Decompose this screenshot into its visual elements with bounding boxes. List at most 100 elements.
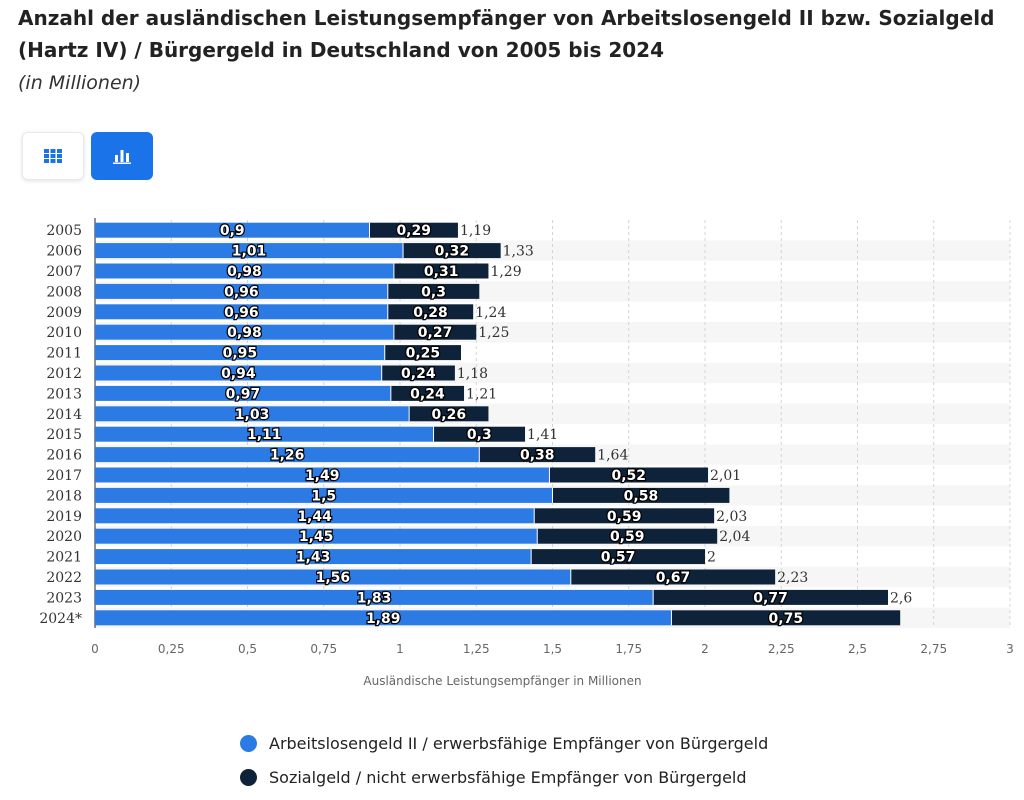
- total-label: 2,04: [719, 529, 750, 545]
- bar-series1: [95, 508, 535, 524]
- bar-series1: [95, 406, 410, 422]
- total-label: 2,23: [777, 570, 808, 586]
- bar-series2: [570, 569, 776, 585]
- total-label: 2: [707, 550, 716, 566]
- data-label-series1: 0,98: [227, 325, 262, 341]
- data-label-series2: 0,59: [610, 529, 645, 545]
- x-tick-label: 0: [91, 642, 99, 656]
- data-label-series2: 0,24: [401, 366, 436, 382]
- data-label-series1: 0,94: [221, 366, 256, 382]
- bar-series1: [95, 610, 672, 626]
- x-tick-label: 2,5: [848, 642, 867, 656]
- total-label: 2,01: [710, 468, 741, 484]
- bar-series2: [534, 508, 715, 524]
- bar-series1: [95, 549, 532, 565]
- total-label: 1,19: [460, 223, 491, 239]
- x-tick-label: 3: [1006, 642, 1014, 656]
- bar-series2: [531, 549, 705, 565]
- data-label-series1: 0,95: [223, 346, 258, 362]
- y-category-label: 2009: [46, 305, 82, 321]
- y-category-label: 2011: [46, 346, 82, 362]
- data-label-series2: 0,29: [396, 223, 431, 239]
- bar-series1: [95, 263, 394, 279]
- bar-view-button[interactable]: [91, 132, 153, 180]
- legend-label-series1: Arbeitslosengeld II / erwerbsfähige Empf…: [269, 733, 769, 753]
- bar-series1: [95, 345, 385, 361]
- legend-label-series2: Sozialgeld / nicht erwerbsfähige Empfäng…: [269, 767, 747, 787]
- table-view-button[interactable]: [22, 132, 84, 180]
- legend-item-series1[interactable]: Arbeitslosengeld II / erwerbsfähige Empf…: [240, 726, 768, 760]
- y-category-label: 2014: [46, 407, 82, 423]
- bar-series1: [95, 385, 391, 401]
- bar-series2: [390, 385, 465, 401]
- bar-series1: [95, 283, 388, 299]
- total-label: 1,33: [503, 244, 534, 260]
- y-category-label: 2017: [46, 468, 82, 484]
- bar-series2: [387, 283, 480, 299]
- chart-subtitle: (in Millionen): [18, 72, 142, 94]
- x-tick-label: 1,25: [463, 642, 490, 656]
- total-label: 2,03: [716, 509, 747, 525]
- bar-series2: [403, 243, 501, 259]
- bar-series1: [95, 324, 394, 340]
- x-tick-label: 2,75: [920, 642, 947, 656]
- data-label-series2: 0,31: [424, 264, 459, 280]
- y-category-label: 2020: [46, 529, 82, 545]
- total-label: 1,29: [490, 264, 521, 280]
- data-label-series1: 1,43: [296, 550, 331, 566]
- bar-series2: [381, 365, 455, 381]
- bar-series2: [552, 487, 730, 503]
- data-label-series1: 1,01: [232, 244, 267, 260]
- bar-series1: [95, 447, 480, 463]
- data-label-series1: 1,49: [305, 468, 340, 484]
- stacked-bar-chart: 0 0,25 0,5 0,75 1 1,25 1,5 1,75 2 2,25 2,5 2,75 3 200…: [39, 218, 1014, 688]
- data-label-series1: 1,45: [299, 529, 334, 545]
- bar-series2: [387, 304, 474, 320]
- data-label-series2: 0,32: [435, 244, 470, 260]
- x-tick-label: 1: [396, 642, 404, 656]
- bar-series1: [95, 222, 370, 238]
- data-label-series2: 0,25: [406, 346, 441, 362]
- y-category-label: 2005: [46, 223, 82, 239]
- bar-series2: [393, 263, 489, 279]
- x-tick-label: 0,25: [158, 642, 185, 656]
- data-label-series1: 0,97: [226, 386, 261, 402]
- bar-series2: [384, 345, 461, 361]
- x-tick-label: 1,5: [543, 642, 562, 656]
- x-tick-label: 1,75: [615, 642, 642, 656]
- data-label-series1: 0,96: [224, 284, 259, 300]
- data-label-series2: 0,75: [769, 611, 804, 627]
- data-label-series1: 1,44: [297, 509, 332, 525]
- chart-title: Anzahl der ausländischen Leistungsempfän…: [18, 6, 995, 62]
- chart-legend: Arbeitslosengeld II / erwerbsfähige Empf…: [240, 726, 768, 794]
- data-label-series2: 0,57: [601, 550, 636, 566]
- y-category-label: 2007: [46, 264, 82, 280]
- bar-series1: [95, 243, 404, 259]
- bar-series2: [369, 222, 458, 238]
- bar-series1: [95, 487, 553, 503]
- bar-series2: [393, 324, 477, 340]
- bar-series2: [537, 528, 718, 544]
- bar-chart-icon: [113, 150, 131, 164]
- bar-series1: [95, 467, 550, 483]
- y-category-label: 2022: [46, 570, 82, 586]
- data-label-series2: 0,59: [607, 509, 642, 525]
- legend-item-series2[interactable]: Sozialgeld / nicht erwerbsfähige Empfäng…: [240, 760, 768, 794]
- y-category-label: 2024*: [39, 611, 82, 627]
- bar-series2: [433, 426, 526, 442]
- y-category-label: 2018: [46, 488, 82, 504]
- y-category-label: 2008: [46, 284, 82, 300]
- bar-series2: [549, 467, 709, 483]
- y-category-label: 2012: [46, 366, 82, 382]
- bar-series1: [95, 304, 388, 320]
- data-label-series1: 1,03: [235, 407, 270, 423]
- y-category-label: 2015: [46, 427, 82, 443]
- data-label-series1: 1,83: [357, 590, 392, 606]
- bar-series1: [95, 528, 538, 544]
- bar-series1: [95, 589, 654, 605]
- bar-series2: [479, 447, 596, 463]
- data-label-series2: 0,67: [656, 570, 691, 586]
- y-category-label: 2013: [46, 386, 82, 402]
- bar-series2: [409, 406, 489, 422]
- y-category-label: 2019: [46, 509, 82, 525]
